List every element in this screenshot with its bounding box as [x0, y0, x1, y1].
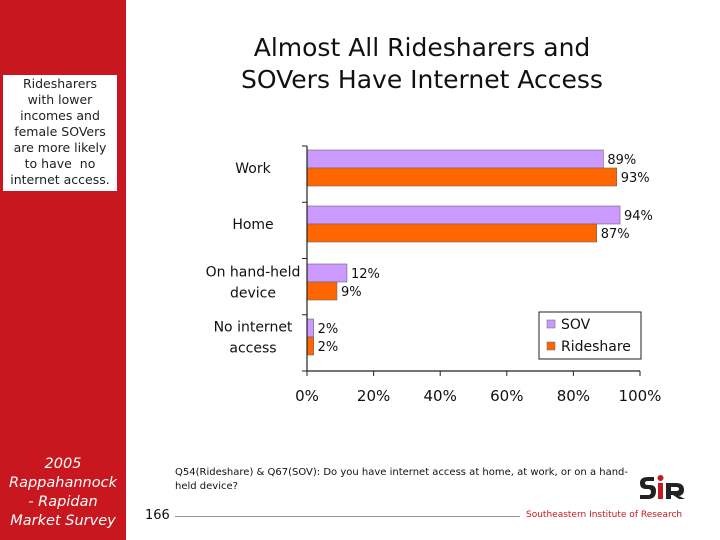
bar-sov [306, 149, 604, 169]
callout-line: are more likely [13, 140, 107, 155]
footer-divider [175, 516, 520, 517]
data-label: 12% [351, 267, 380, 282]
organization-name: Southeastern Institute of Research [526, 510, 683, 520]
legend-swatch-sov [546, 319, 556, 329]
bar-sov [306, 205, 621, 225]
page-number: 166 [145, 508, 170, 523]
chart-title-line: Almost All Ridesharers and [253, 33, 591, 62]
category-label: access [229, 341, 276, 357]
data-label: 93% [621, 171, 650, 186]
legend-swatch-rideshare [546, 341, 556, 351]
x-tick-label: 60% [490, 387, 523, 405]
survey-line: 2005 [44, 456, 82, 472]
x-tick-label: 100% [619, 387, 662, 405]
callout-line: to have no [24, 156, 96, 171]
category-label: Home [232, 217, 273, 233]
callout-line: incomes and [20, 108, 100, 123]
data-label: 87% [601, 227, 630, 242]
callout-line: Ridesharers [22, 76, 98, 91]
chart-title: Almost All Ridesharers and SOVers Have I… [212, 32, 632, 96]
x-tick-label: 20% [357, 387, 390, 405]
legend-box [538, 311, 642, 360]
survey-line: - Rapidan [28, 494, 98, 510]
callout-text: Ridesharers with lower incomes and femal… [6, 76, 114, 188]
bar-sov [306, 263, 348, 283]
callout-line: with lower [27, 92, 93, 107]
category-label: device [230, 286, 276, 302]
x-tick-label: 40% [424, 387, 457, 405]
bar-rideshare [306, 281, 338, 301]
category-label: On hand-held [206, 265, 301, 281]
data-label: 2% [318, 322, 339, 337]
sir-logo-icon [640, 475, 685, 499]
survey-name: 2005 Rappahannock - Rapidan Market Surve… [0, 455, 126, 531]
x-tick-label: 80% [557, 387, 590, 405]
data-label: 2% [318, 340, 339, 355]
data-label: 9% [341, 285, 362, 300]
bar-sov [306, 318, 314, 338]
category-label: Work [235, 161, 271, 177]
bar-rideshare [306, 336, 314, 356]
callout-line: female SOVers [14, 124, 106, 139]
bar-rideshare [306, 167, 617, 187]
bar-rideshare [306, 223, 598, 243]
survey-line: Market Survey [10, 513, 116, 529]
survey-line: Rappahannock [9, 475, 117, 491]
data-label: 94% [624, 209, 653, 224]
chart-title-line: SOVers Have Internet Access [241, 65, 603, 94]
callout-line: internet access. [10, 172, 110, 187]
x-tick-label: 0% [295, 387, 319, 405]
data-label: 89% [607, 153, 636, 168]
legend-label: SOV [561, 317, 591, 333]
legend-label: Rideshare [561, 339, 631, 355]
callout-box [2, 74, 118, 192]
question-footnote: Q54(Rideshare) & Q67(SOV): Do you have i… [175, 467, 629, 492]
category-label: No internet [214, 320, 293, 336]
